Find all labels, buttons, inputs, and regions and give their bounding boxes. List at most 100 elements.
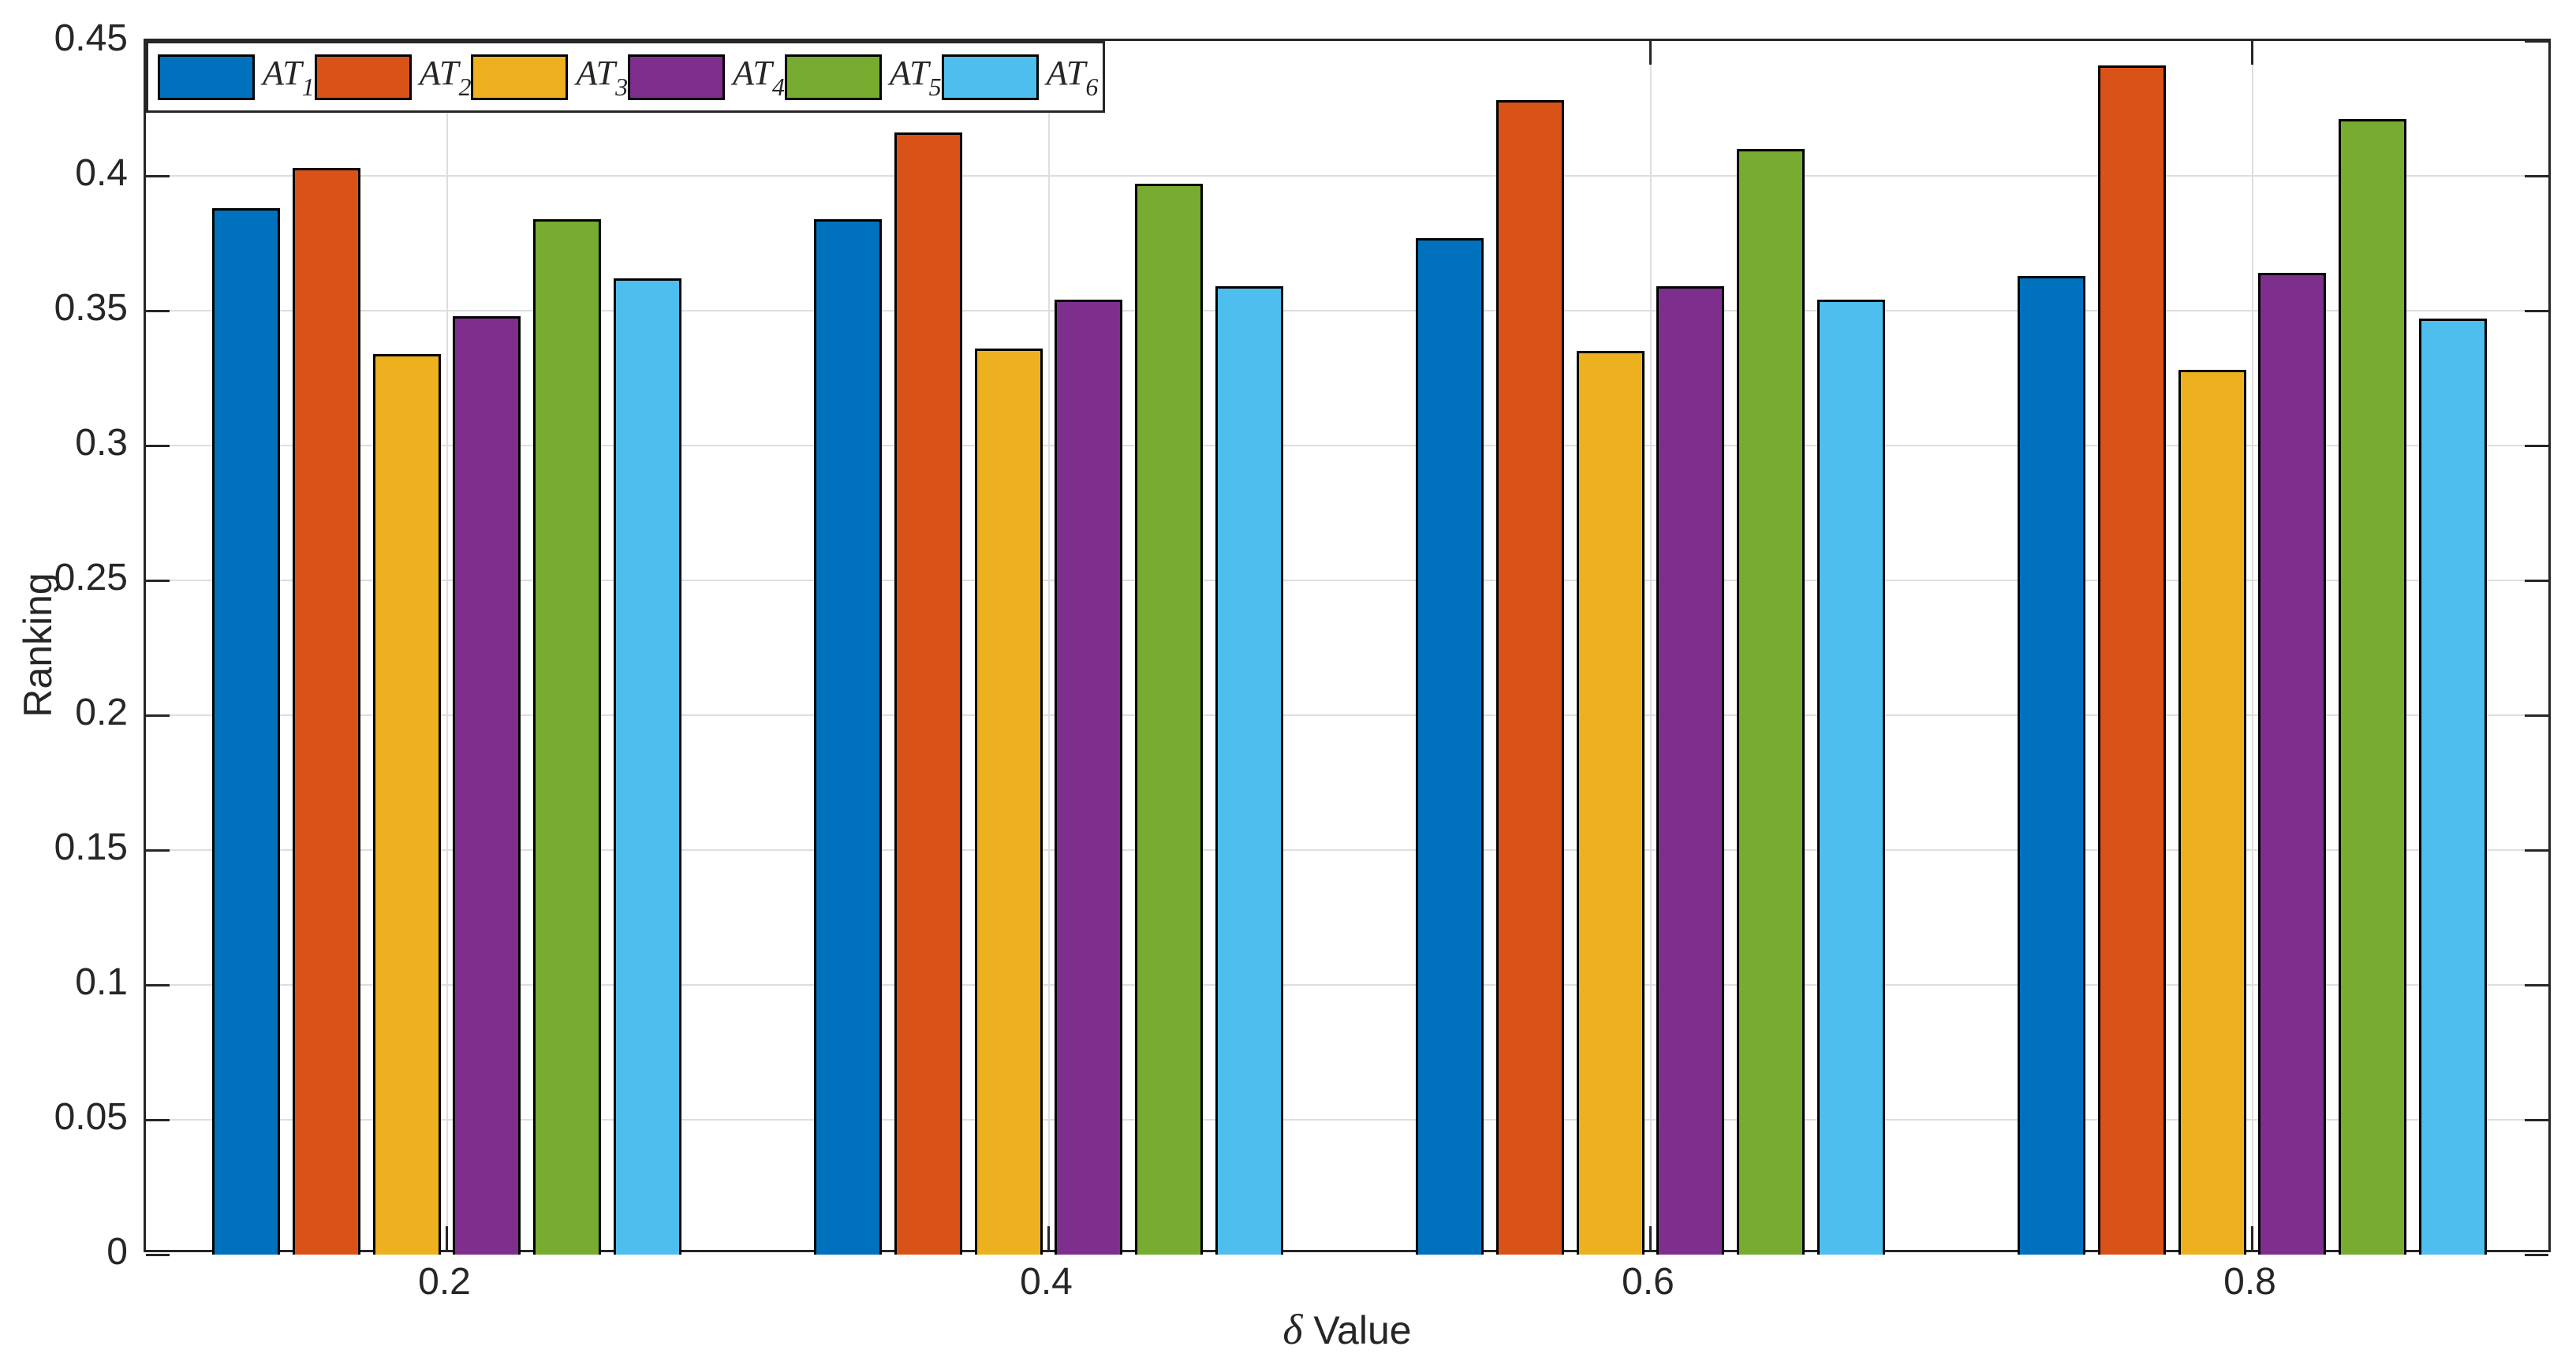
legend-swatch-AT2 (314, 54, 412, 100)
bar-AT6-0.2 (613, 278, 681, 1255)
delta-symbol: δ (1282, 1306, 1303, 1353)
gridline-h (146, 580, 2548, 581)
legend-entry-AT3: AT3 (471, 53, 628, 102)
y-tick-label: 0.2 (75, 692, 128, 733)
y-tick-label: 0.25 (54, 557, 128, 599)
y-tick-mark (146, 174, 170, 177)
gridline-h (146, 849, 2548, 851)
legend-series-subscript: 1 (301, 72, 315, 101)
bar-AT2-0.4 (894, 132, 962, 1255)
gridline-h (146, 1119, 2548, 1121)
legend-swatch-AT4 (628, 54, 726, 100)
legend-label: AT2 (420, 53, 472, 102)
legend-entry-AT5: AT5 (784, 53, 942, 102)
gridline-h (146, 984, 2548, 986)
y-tick-label: 0.45 (54, 17, 128, 59)
bar-AT4-0.8 (2258, 273, 2327, 1255)
legend-label: AT6 (1047, 53, 1099, 102)
y-tick-mark (2525, 39, 2548, 43)
gridline-h (146, 445, 2548, 446)
y-tick-mark (2525, 983, 2548, 986)
bar-AT4-0.6 (1656, 286, 1725, 1255)
legend-entry-AT4: AT4 (628, 53, 785, 102)
legend-series-subscript: 3 (615, 72, 629, 101)
bar-AT5-0.4 (1135, 184, 1204, 1255)
y-tick-label: 0.35 (54, 287, 128, 329)
y-tick-mark (2525, 1253, 2548, 1256)
y-tick-mark (2525, 579, 2548, 582)
legend-swatch-AT5 (784, 54, 882, 100)
y-tick-label: 0 (106, 1231, 128, 1273)
x-tick-mark (1047, 1226, 1050, 1250)
x-tick-mark (2251, 1226, 2253, 1250)
y-tick-label: 0.3 (75, 422, 128, 464)
x-tick-mark (446, 1226, 448, 1250)
legend-swatch-AT1 (158, 54, 255, 100)
x-tick-label: 0.8 (2223, 1261, 2276, 1303)
x-tick-label: 0.4 (1020, 1261, 1073, 1303)
gridline-h (146, 175, 2548, 177)
y-tick-mark (146, 1253, 170, 1256)
y-tick-mark (2525, 174, 2548, 177)
y-tick-mark (2525, 309, 2548, 312)
legend-series-name: AT (1046, 53, 1086, 92)
bar-AT1-0.6 (1416, 237, 1484, 1255)
legend: AT1 AT2 AT3 AT4 AT5 AT6 (146, 41, 1105, 113)
legend-series-subscript: 5 (928, 72, 942, 101)
x-tick-label: 0.6 (1622, 1261, 1674, 1303)
y-tick-mark (2525, 848, 2548, 852)
bar-AT6-0.6 (1816, 300, 1885, 1255)
x-tick-mark (1649, 1226, 1652, 1250)
x-tick-label: 0.2 (418, 1261, 471, 1303)
gridline-h (146, 310, 2548, 311)
gridline-v (1047, 41, 1050, 1250)
y-tick-label: 0.4 (75, 152, 128, 194)
bar-AT1-0.8 (2018, 275, 2086, 1255)
bar-AT1-0.4 (814, 218, 883, 1255)
legend-entry-AT6: AT6 (941, 53, 1099, 102)
legend-label: AT3 (576, 53, 628, 102)
bar-AT3-0.2 (372, 353, 441, 1255)
bar-AT2-0.6 (1495, 100, 1564, 1255)
y-tick-label: 0.15 (54, 826, 128, 868)
bar-AT5-0.8 (2339, 119, 2407, 1255)
x-tick-mark (1649, 41, 1652, 65)
legend-label: AT1 (263, 53, 315, 102)
legend-swatch-AT6 (941, 54, 1039, 100)
y-tick-label: 0.05 (54, 1096, 128, 1138)
legend-series-name: AT (889, 53, 929, 92)
gridline-v (1649, 41, 1652, 1250)
y-tick-mark (146, 309, 170, 312)
y-tick-mark (146, 848, 170, 852)
bar-AT3-0.4 (974, 348, 1043, 1255)
gridline-v (2251, 41, 2253, 1250)
y-tick-mark (146, 714, 170, 717)
bar-AT6-0.4 (1215, 286, 1283, 1255)
plot-area (144, 39, 2551, 1256)
bar-AT3-0.8 (2178, 370, 2246, 1255)
legend-series-subscript: 4 (771, 72, 785, 101)
legend-label: AT5 (890, 53, 942, 102)
bar-AT6-0.8 (2418, 319, 2487, 1255)
bars-layer (146, 41, 2548, 1255)
y-tick-mark (2525, 1118, 2548, 1121)
x-axis-label-text: Value (1302, 1308, 1412, 1352)
bar-AT2-0.8 (2097, 65, 2166, 1255)
x-tick-mark (2251, 41, 2253, 65)
legend-label: AT4 (733, 53, 785, 102)
y-tick-mark (2525, 714, 2548, 717)
y-tick-label: 0.1 (75, 961, 128, 1003)
y-tick-mark (146, 983, 170, 986)
legend-series-name: AT (263, 53, 302, 92)
y-tick-mark (146, 1118, 170, 1121)
gridline-h (146, 714, 2548, 716)
y-tick-mark (146, 444, 170, 447)
bar-AT3-0.6 (1576, 351, 1645, 1255)
legend-entry-AT2: AT2 (314, 53, 472, 102)
bar-AT1-0.2 (212, 208, 281, 1255)
y-tick-mark (2525, 444, 2548, 447)
legend-entry-AT1: AT1 (158, 53, 315, 102)
x-axis-label: δ Value (1282, 1305, 1411, 1354)
bar-AT5-0.2 (533, 218, 602, 1255)
